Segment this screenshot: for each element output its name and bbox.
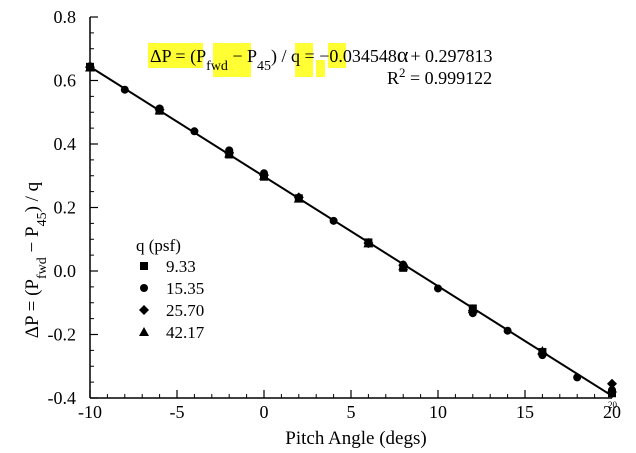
x-tick-label: 15	[516, 402, 534, 422]
equation-intercept: + 0.297813	[410, 46, 492, 66]
equation-lhs-a: ΔP = (P	[150, 46, 206, 67]
r2-sup: 2	[399, 65, 406, 80]
data-point-triangle	[85, 62, 95, 72]
y-axis-title-mid: − P	[22, 226, 43, 257]
svg-text:ΔP = (Pfwd − P45) / q = −0.034: ΔP = (Pfwd − P45) / q = −0.034548α + 0.29…	[150, 42, 493, 74]
equation-slope: −0.034548	[319, 46, 397, 66]
equation-highlight-q	[328, 43, 346, 68]
data-point-triangle	[259, 170, 269, 180]
data-point-triangle	[398, 261, 409, 271]
data-point-circle	[434, 284, 442, 293]
x-tick-label: -5	[170, 402, 185, 422]
data-point-triangle	[467, 304, 478, 314]
data-points	[85, 62, 617, 398]
data-point-triangle	[154, 105, 165, 115]
y-tick-label: 0.4	[54, 134, 77, 154]
x-axis-title: Pitch Angle (degs)	[285, 428, 426, 449]
y-axis-title-sub2: 45	[35, 212, 50, 226]
equation-highlight-slash	[316, 60, 325, 77]
data-point-circle	[120, 85, 129, 94]
equation-lhs-sub1: fwd	[206, 59, 228, 74]
legend-label: 42.17	[166, 323, 205, 342]
fit-line	[89, 65, 613, 397]
x-tick-label: 0	[260, 402, 269, 422]
corner-label: 20	[608, 400, 618, 410]
data-point-triangle	[363, 238, 374, 248]
y-tick-label: 0.8	[54, 7, 77, 27]
y-tick-label: 0.0	[54, 261, 77, 281]
y-axis-title-prefix: ΔP = (P	[22, 279, 43, 338]
data-point-circle	[503, 326, 512, 335]
data-point-circle	[329, 216, 338, 225]
x-tick-label: 10	[429, 402, 447, 422]
data-point-triangle	[224, 148, 235, 158]
equation-lhs-c: ) / q	[271, 46, 300, 67]
data-point-circle	[573, 373, 582, 382]
y-axis-title: ΔP = (Pfwd − P45) / q	[22, 181, 50, 338]
equation-alpha: α	[397, 42, 409, 67]
x-tick-label: 5	[347, 402, 356, 422]
fit-equation: ΔP = (Pfwd − P45) / q = −0.034548α + 0.29…	[148, 42, 493, 88]
equation-equals: =	[300, 46, 319, 66]
legend-header: q (psf)	[136, 236, 181, 255]
y-axis-title-sub1: fwd	[35, 257, 50, 279]
y-tick-label: 0.2	[54, 198, 77, 218]
r2-label: R	[387, 68, 399, 88]
legend-marker-circle	[140, 284, 148, 292]
legend-label: 9.33	[166, 257, 196, 276]
equation-highlight-lhs	[148, 43, 203, 68]
legend-marker-square	[140, 262, 148, 270]
data-point-triangle	[293, 193, 304, 203]
x-tick-label: -10	[78, 402, 102, 422]
legend: q (psf) 9.33 15.35 25.70 42.17	[136, 236, 205, 342]
fit-line-group	[89, 65, 613, 397]
legend-label: 15.35	[166, 279, 204, 298]
equation-highlight-sub45	[295, 43, 313, 77]
y-tick-label: -0.4	[48, 388, 77, 408]
y-tick-label: 0.6	[54, 71, 77, 91]
equation-highlight-fwd	[213, 43, 251, 77]
data-point-triangle	[607, 383, 617, 393]
data-point-circle	[190, 127, 199, 136]
legend-marker-diamond	[139, 305, 149, 315]
x-tick-label: 20	[603, 402, 621, 422]
legend-label: 25.70	[166, 301, 204, 320]
equation-lhs-sub2: 45	[257, 59, 271, 74]
legend-marker-triangle	[139, 327, 149, 336]
equation-lhs-b: − P	[228, 46, 257, 66]
svg-text:R2 = 0.999122: R2 = 0.999122	[387, 65, 492, 89]
y-tick-label: -0.2	[48, 325, 77, 345]
r2-value: = 0.999122	[406, 68, 493, 88]
y-axis-title-suffix: ) / q	[22, 181, 43, 212]
data-point-triangle	[537, 346, 548, 356]
axis-ticks: -10 -5 0 5 10 15 20 -0.4 -0.2 0.0 0.2 0.4 0.6 0.8	[48, 7, 622, 422]
